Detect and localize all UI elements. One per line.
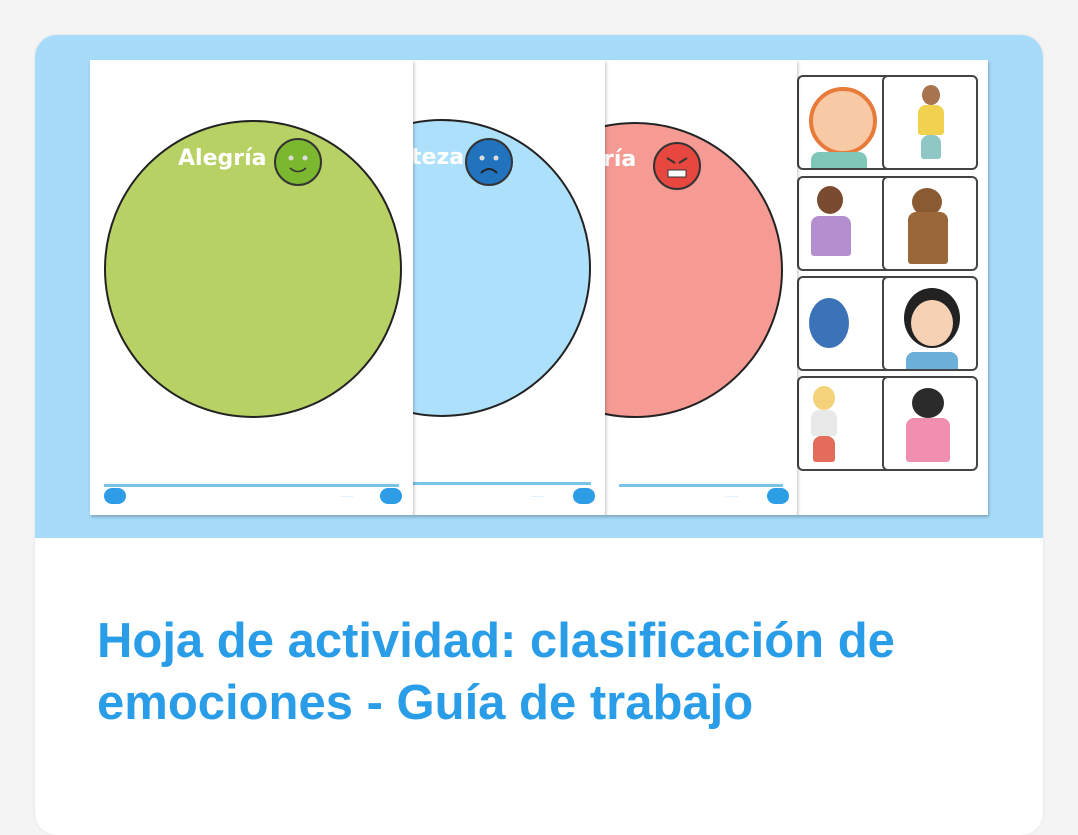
character-tile <box>797 176 893 271</box>
preview-page-anger: ría ·········· <box>605 60 797 515</box>
circle-label: Alegría <box>178 146 267 171</box>
preview-page-joy: Alegría ·········· <box>90 60 413 515</box>
preview-image[interactable]: ría ·········· teza ·········· Alegría <box>35 35 1043 538</box>
preview-page-characters <box>797 60 988 515</box>
resource-card[interactable]: ría ·········· teza ·········· Alegría <box>35 35 1043 835</box>
character-tile <box>882 75 978 170</box>
character-tile <box>797 376 893 471</box>
happy-face-icon <box>274 138 322 186</box>
angry-face-icon <box>653 142 701 190</box>
preview-page-sadness: teza ·········· <box>413 60 605 515</box>
resource-title[interactable]: Hoja de actividad: clasificación de emoc… <box>97 614 895 730</box>
circle-label: teza <box>413 145 465 170</box>
character-tile <box>882 176 978 271</box>
twinkl-logo <box>104 488 126 504</box>
character-tile <box>797 276 893 371</box>
character-tile <box>882 276 978 371</box>
character-tile <box>797 75 893 170</box>
character-tile <box>882 376 978 471</box>
circle-label: ría <box>605 147 637 172</box>
sad-face-icon <box>465 138 513 186</box>
